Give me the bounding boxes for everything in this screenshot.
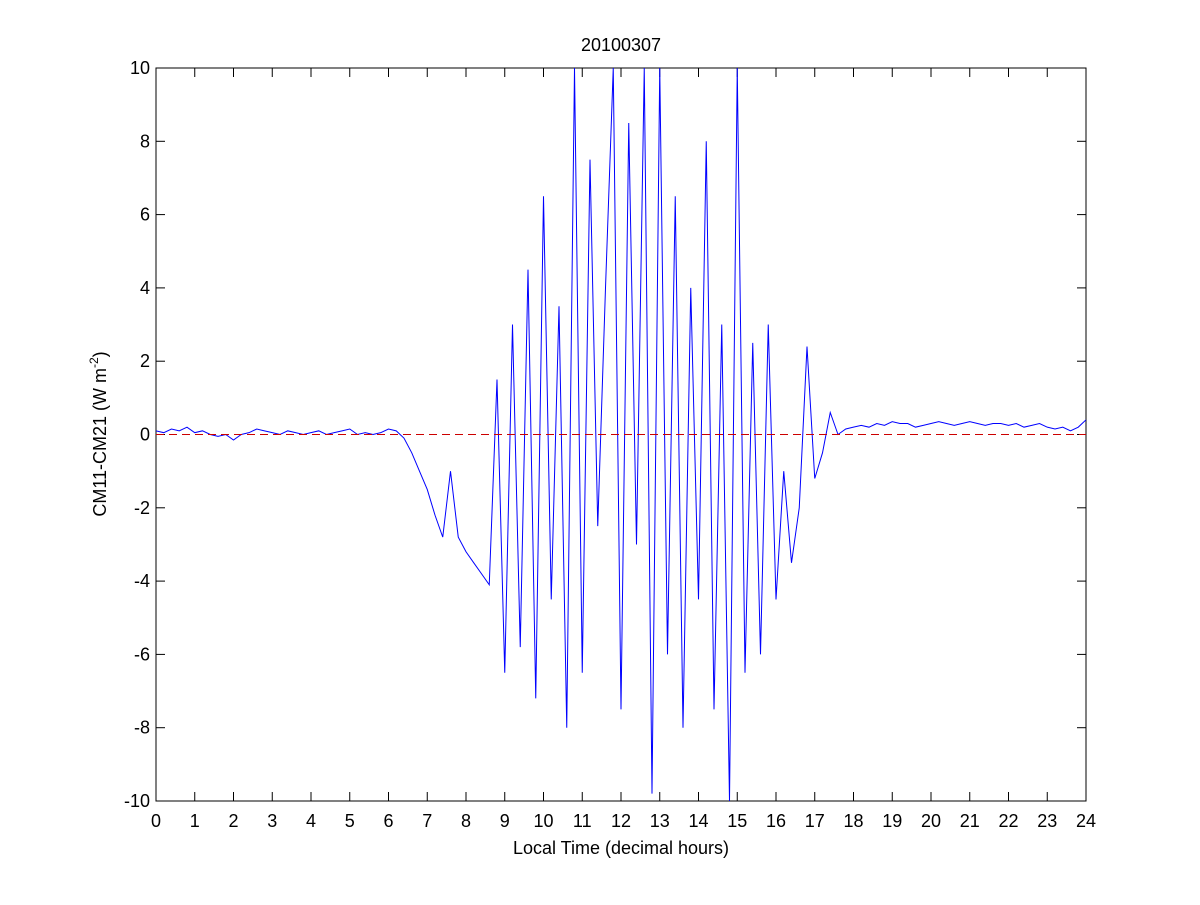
x-tick-label: 13 <box>650 811 670 831</box>
x-tick-label: 15 <box>727 811 747 831</box>
x-tick-label: 4 <box>306 811 316 831</box>
y-tick-label: 6 <box>140 205 150 225</box>
y-tick-label: -2 <box>134 498 150 518</box>
x-tick-label: 1 <box>190 811 200 831</box>
x-tick-label: 16 <box>766 811 786 831</box>
x-tick-label: 2 <box>228 811 238 831</box>
x-tick-label: 8 <box>461 811 471 831</box>
x-tick-label: 5 <box>345 811 355 831</box>
y-tick-label: -10 <box>124 791 150 811</box>
y-tick-label: 2 <box>140 351 150 371</box>
x-tick-label: 9 <box>500 811 510 831</box>
data-line <box>156 68 1086 801</box>
x-tick-label: 24 <box>1076 811 1096 831</box>
x-tick-label: 3 <box>267 811 277 831</box>
x-tick-label: 20 <box>921 811 941 831</box>
x-tick-label: 7 <box>422 811 432 831</box>
x-tick-label: 6 <box>383 811 393 831</box>
y-axis-label: CM11-CM21 (W m-2) <box>87 351 110 516</box>
x-tick-label: 21 <box>960 811 980 831</box>
y-label-text: CM11-CM21 (W m <box>90 368 110 517</box>
chart-title: 20100307 <box>581 35 661 55</box>
x-tick-label: 11 <box>573 811 592 831</box>
x-axis-label: Local Time (decimal hours) <box>513 838 729 858</box>
x-tick-label: 18 <box>843 811 863 831</box>
x-tick-label: 0 <box>151 811 161 831</box>
x-tick-label: 10 <box>533 811 553 831</box>
x-tick-label: 17 <box>805 811 825 831</box>
y-tick-label: -8 <box>134 718 150 738</box>
y-tick-label: -6 <box>134 644 150 664</box>
x-tick-label: 23 <box>1037 811 1057 831</box>
y-tick-label: 4 <box>140 278 150 298</box>
x-tick-label: 22 <box>998 811 1018 831</box>
y-label-suffix: ) <box>90 351 110 357</box>
y-tick-label: -4 <box>134 571 150 591</box>
y-tick-label: 10 <box>130 58 150 78</box>
x-tick-label: 14 <box>688 811 708 831</box>
y-tick-label: 8 <box>140 131 150 151</box>
y-label-superscript: -2 <box>87 357 101 368</box>
x-tick-label: 19 <box>882 811 902 831</box>
y-tick-label: 0 <box>140 425 150 445</box>
x-tick-label: 12 <box>611 811 631 831</box>
